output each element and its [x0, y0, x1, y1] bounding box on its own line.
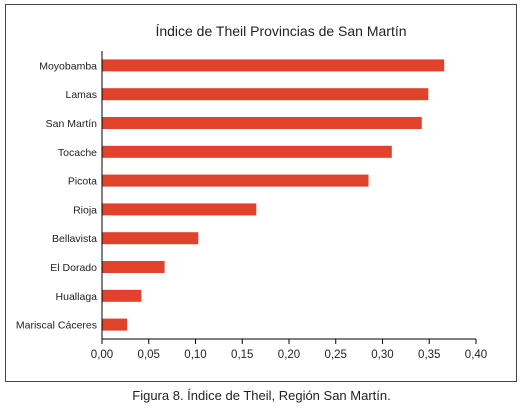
x-tick-label-8: 0,40 — [465, 349, 487, 361]
x-tick-label-1: 0,05 — [138, 349, 160, 361]
category-label-8: Huallaga — [56, 291, 98, 303]
x-tick-label-2: 0,10 — [184, 349, 206, 361]
x-tick-label-4: 0,20 — [278, 349, 300, 361]
category-label-2: San Martín — [46, 118, 98, 130]
category-label-9: Mariscal Cáceres — [16, 320, 97, 332]
bar-2 — [102, 117, 422, 129]
category-label-5: Rioja — [73, 204, 97, 216]
x-tick-label-5: 0,25 — [325, 349, 347, 361]
x-tick-label-6: 0,30 — [371, 349, 393, 361]
category-label-3: Tocache — [58, 147, 97, 159]
chart-title: Índice de Theil Provincias de San Martín — [155, 23, 406, 39]
category-label-1: Lamas — [65, 89, 97, 101]
bar-7 — [102, 261, 165, 273]
x-tick-label-7: 0,35 — [418, 349, 440, 361]
category-label-6: Bellavista — [52, 233, 97, 245]
x-axis: 0,00 0,05 0,10 0,15 0,20 0,25 0,30 0,35 0,40 — [91, 51, 487, 361]
bar-3 — [102, 145, 392, 158]
figure-caption: Figura 8. Índice de Theil, Región San Ma… — [132, 388, 391, 403]
bar-5 — [102, 203, 257, 216]
bar-1 — [102, 88, 429, 101]
category-label-4: Picota — [68, 176, 97, 188]
category-labels: Moyobamba Lamas San Martín Tocache Picota Rio… — [16, 60, 97, 331]
x-tick-label-3: 0,15 — [231, 349, 253, 361]
bar-9 — [102, 318, 128, 331]
x-tick-label-0: 0,00 — [91, 349, 113, 361]
bar-6 — [102, 232, 199, 245]
bar-0 — [102, 59, 445, 72]
theil-bar-chart: Índice de Theil Provincias de San Martín… — [16, 23, 487, 361]
bars-layer — [102, 59, 445, 331]
category-label-7: El Dorado — [50, 262, 97, 274]
category-label-0: Moyobamba — [39, 60, 97, 72]
chart-frame: Índice de Theil Provincias de San Martín… — [5, 4, 517, 382]
bar-4 — [102, 174, 369, 187]
bar-8 — [102, 289, 142, 302]
